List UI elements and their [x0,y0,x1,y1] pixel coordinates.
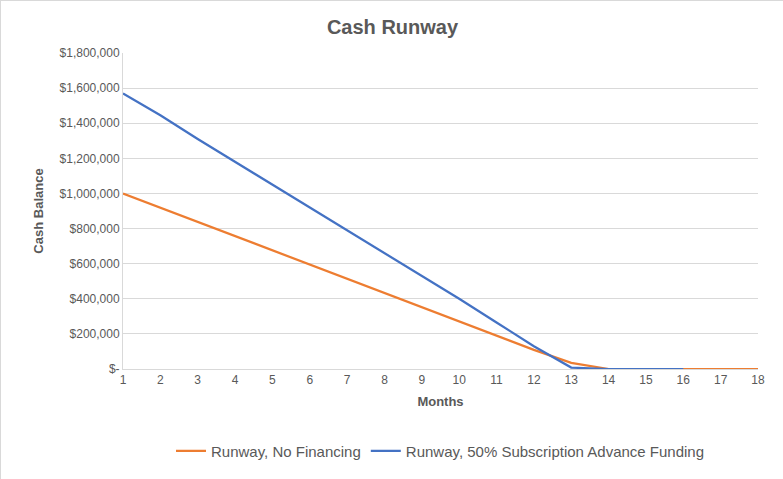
svg-text:3: 3 [194,373,201,387]
svg-text:18: 18 [751,373,765,387]
svg-text:2: 2 [157,373,164,387]
svg-text:$1,600,000: $1,600,000 [60,81,120,95]
svg-text:9: 9 [418,373,425,387]
svg-text:Cash Balance: Cash Balance [31,168,46,253]
svg-text:5: 5 [269,373,276,387]
svg-text:Cash Runway: Cash Runway [327,16,459,38]
svg-text:17: 17 [714,373,728,387]
svg-text:12: 12 [527,373,541,387]
svg-text:$800,000: $800,000 [70,222,120,236]
svg-text:$400,000: $400,000 [70,292,120,306]
svg-text:16: 16 [677,373,691,387]
svg-text:$1,400,000: $1,400,000 [60,116,120,130]
svg-text:15: 15 [639,373,653,387]
svg-text:Runway, No Financing: Runway, No Financing [211,443,361,460]
svg-text:$1,800,000: $1,800,000 [60,46,120,60]
svg-text:11: 11 [490,373,503,387]
svg-text:$1,000,000: $1,000,000 [60,187,120,201]
svg-text:6: 6 [306,373,313,387]
svg-text:14: 14 [602,373,616,387]
svg-text:$-: $- [109,362,120,376]
svg-text:$1,200,000: $1,200,000 [60,152,120,166]
svg-text:Months: Months [417,394,463,409]
svg-text:8: 8 [381,373,388,387]
svg-text:13: 13 [565,373,579,387]
svg-text:1: 1 [120,373,127,387]
svg-text:$200,000: $200,000 [70,327,120,341]
svg-text:10: 10 [453,373,467,387]
svg-text:7: 7 [344,373,351,387]
svg-text:$600,000: $600,000 [70,257,120,271]
svg-text:4: 4 [232,373,239,387]
svg-text:Runway, 50% Subscription Advan: Runway, 50% Subscription Advance Funding [406,443,704,460]
